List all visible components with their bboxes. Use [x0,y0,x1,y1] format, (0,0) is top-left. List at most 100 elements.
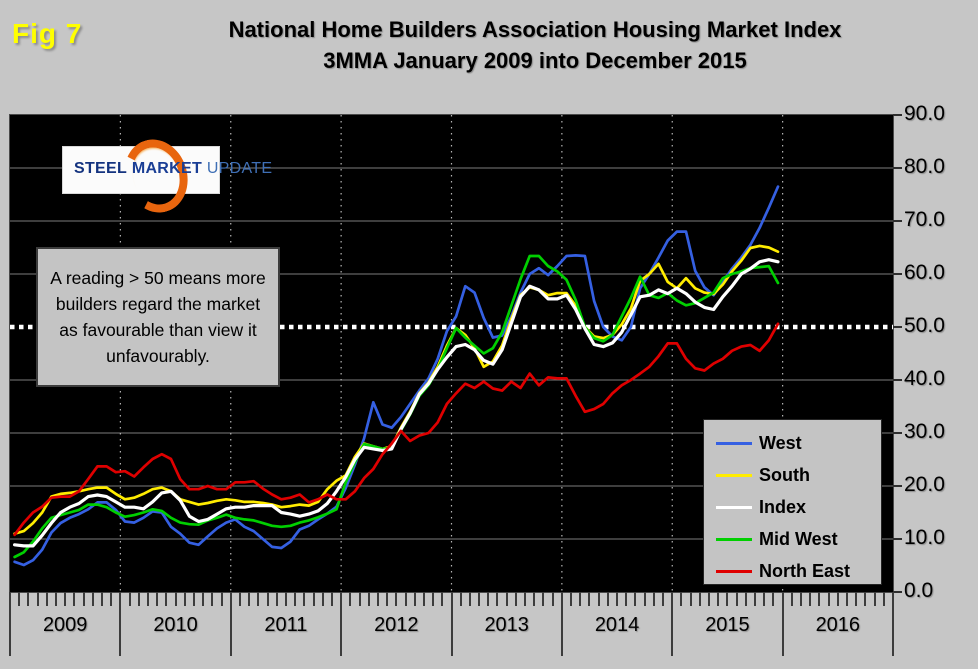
x-axis-minor-tick [100,592,103,606]
chart-title-line2: 3MMA January 2009 into December 2015 [323,48,747,73]
x-axis-minor-tick [73,592,76,606]
x-axis-minor-tick [606,592,609,606]
x-axis-minor-tick [882,592,885,606]
x-axis-minor-tick [376,592,379,606]
x-axis-minor-tick [404,592,407,606]
logo-word-market: MARKET [131,160,203,177]
x-axis-year-separator [671,592,674,656]
legend-line-swatch [716,473,752,477]
chart-title: National Home Builders Association Housi… [90,14,978,76]
x-axis-minor-tick [689,592,692,606]
x-axis-year-separator [340,592,343,656]
x-axis-minor-tick [275,592,278,606]
y-axis-label-60: 60.0 [904,261,945,284]
x-axis-minor-tick [349,592,352,606]
x-axis-year-separator [781,592,784,656]
x-axis-minor-tick [533,592,536,606]
x-axis-minor-tick [524,592,527,606]
x-axis-minor-tick [294,592,297,606]
x-axis-minor-tick [625,592,628,606]
x-axis-minor-tick [542,592,545,606]
x-axis-minor-tick [570,592,573,606]
x-axis-minor-tick [266,592,269,606]
y-axis-label-40: 40.0 [904,367,945,390]
x-axis-year-label-2010: 2010 [153,614,198,636]
annotation-box: A reading > 50 means more builders regar… [36,247,280,387]
y-axis-tick-0 [893,591,902,593]
x-axis-year-label-2012: 2012 [374,614,419,636]
legend-label: Mid West [759,528,838,549]
legend-label: Index [759,496,807,517]
x-axis-minor-tick [708,592,711,606]
x-axis-minor-tick [284,592,287,606]
x-axis-minor-tick [146,592,149,606]
x-axis-minor-tick [616,592,619,606]
x-axis-year-separator [229,592,232,656]
y-axis-label-80: 80.0 [904,155,945,178]
x-axis-year-label-2013: 2013 [484,614,529,636]
x-axis-minor-tick [248,592,251,606]
x-axis-minor-tick [238,592,241,606]
legend: West South Index Mid West North East [703,419,882,585]
x-axis-minor-tick [64,592,67,606]
x-axis-minor-tick [744,592,747,606]
x-axis-minor-tick [27,592,30,606]
legend-line-swatch [716,569,752,573]
x-axis-minor-tick [487,592,490,606]
x-axis-year-label-2014: 2014 [594,614,640,636]
x-axis-minor-tick [855,592,858,606]
x-axis-minor-tick [680,592,683,606]
x-axis-minor-tick [579,592,582,606]
x-axis-minor-tick [505,592,508,606]
x-axis-minor-tick [763,592,766,606]
x-axis-minor-tick [220,592,223,606]
y-axis-tick-50 [893,326,902,328]
x-axis-minor-tick [800,592,803,606]
legend-line-swatch [716,537,752,541]
x-axis-minor-tick [717,592,720,606]
x-axis-minor-tick [174,592,177,606]
y-axis-label-30: 30.0 [904,420,945,443]
logo-word-steel: STEEL [74,160,128,177]
x-axis-minor-tick [137,592,140,606]
y-axis-tick-90 [893,114,902,116]
y-axis-label-70: 70.0 [904,208,945,231]
x-axis-minor-tick [643,592,646,606]
y-axis-tick-60 [893,273,902,275]
figure-label: Fig 7 [12,18,83,49]
x-axis-minor-tick [809,592,812,606]
x-axis-minor-tick [110,592,113,606]
y-axis-label-90: 90.0 [904,102,945,125]
x-axis-year-separator [9,592,11,656]
legend-label: South [759,464,810,485]
x-axis-year-separator [892,592,894,656]
x-axis-minor-tick [818,592,821,606]
x-axis-minor-tick [211,592,214,606]
x-axis-minor-tick [634,592,637,606]
y-axis-tick-30 [893,432,902,434]
x-axis-minor-tick [82,592,85,606]
x-axis-minor-tick [358,592,361,606]
logo-word-update: UPDATE [206,160,273,177]
legend-line-swatch [716,441,752,445]
x-axis-minor-tick [514,592,517,606]
x-axis-minor-tick [165,592,168,606]
steel-market-update-logo: STEEL MARKET UPDATE [62,131,272,221]
y-axis-label-10: 10.0 [904,526,945,549]
x-axis-minor-tick [303,592,306,606]
x-axis-minor-tick [846,592,848,606]
legend-item-west: West [704,427,881,459]
x-axis-minor-tick [54,592,57,606]
x-axis-minor-tick [45,592,48,606]
x-axis-year-label-2011: 2011 [264,614,308,636]
x-axis-minor-tick [432,592,435,606]
x-axis-minor-tick [551,592,554,606]
x-axis-minor-tick [321,592,324,606]
x-axis-minor-tick [588,592,591,606]
legend-item-north-east: North East [704,555,881,587]
x-axis-minor-tick [202,592,205,606]
x-axis-year-label-2016: 2016 [815,614,861,636]
x-axis-minor-tick [91,592,94,606]
x-axis-minor-tick [662,592,665,606]
y-axis-tick-40 [893,379,902,381]
